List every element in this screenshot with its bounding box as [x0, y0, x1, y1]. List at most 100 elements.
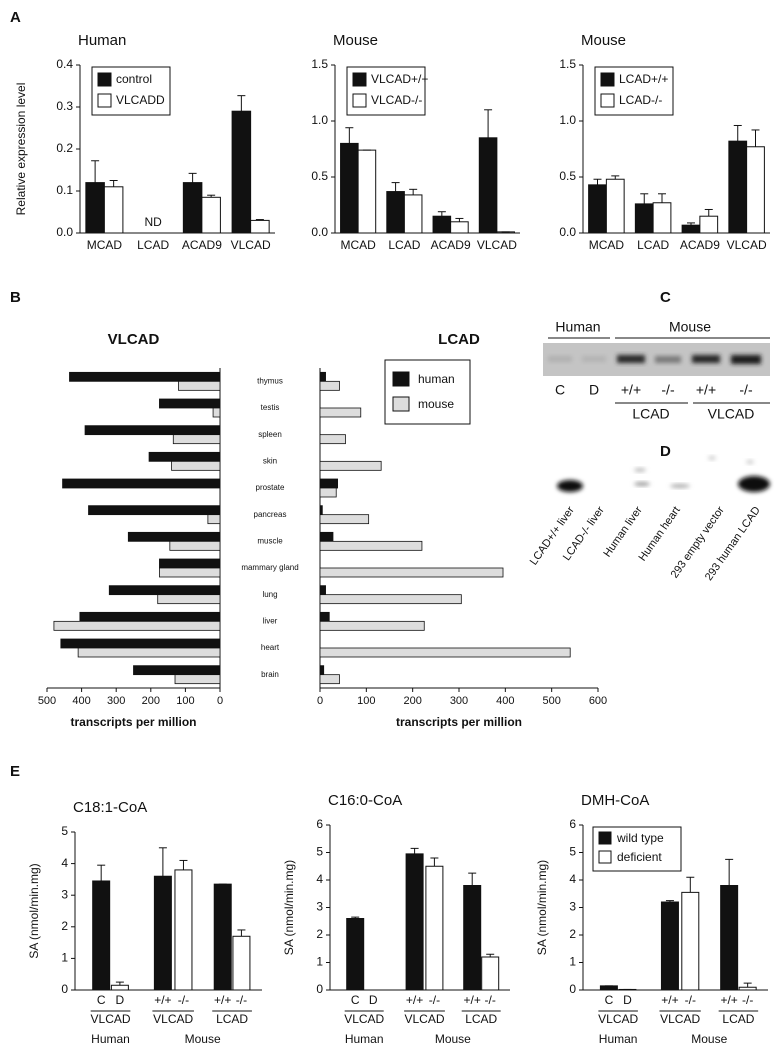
- y-tick-label: 0: [316, 982, 323, 996]
- y-tick-label: 0.3: [56, 99, 73, 113]
- blot-band: [634, 482, 650, 486]
- x-tick-label: MCAD: [87, 238, 123, 252]
- lane-label: -/-: [661, 382, 675, 398]
- y-tick-label: 1: [316, 955, 323, 969]
- bar: [171, 460, 221, 471]
- legend-swatch: [392, 396, 410, 412]
- x-tick-label: 100: [176, 695, 194, 707]
- bar: [481, 956, 500, 991]
- y-tick-label: 0.0: [311, 225, 328, 239]
- bar: [232, 935, 251, 991]
- x-axis-label: transcripts per million: [70, 715, 196, 729]
- bar: [69, 371, 221, 382]
- bar: [319, 531, 334, 542]
- bar: [634, 203, 654, 234]
- bar: [231, 110, 252, 234]
- panel-letter: C: [660, 289, 671, 306]
- x-tick-label: -/-: [236, 993, 247, 1007]
- y-tick-label: 2: [61, 919, 68, 933]
- y-tick-label: 2: [569, 927, 576, 941]
- bar: [738, 986, 757, 991]
- y-axis-label: SA (nmol/min.mg): [27, 863, 41, 958]
- bar: [319, 674, 340, 685]
- blot-d: [557, 456, 770, 492]
- bar: [319, 665, 325, 676]
- bar: [148, 451, 221, 462]
- group-label: VLCAD: [660, 1012, 700, 1026]
- bar: [319, 407, 362, 418]
- x-tick-label: 300: [450, 695, 468, 707]
- bar: [213, 883, 232, 991]
- x-tick-label: 200: [142, 695, 160, 707]
- x-tick-label: 100: [357, 695, 375, 707]
- y-tick-label: 0.5: [559, 169, 576, 183]
- x-tick-label: +/+: [214, 993, 231, 1007]
- x-tick-label: +/+: [720, 993, 737, 1007]
- category-label: pancreas: [254, 510, 287, 519]
- blot-band: [617, 355, 645, 363]
- y-tick-label: 0.0: [559, 225, 576, 239]
- category-label: mammary gland: [241, 563, 298, 572]
- bar: [319, 585, 326, 596]
- group-label: VLCAD: [91, 1012, 131, 1026]
- lane-label: +/+: [621, 382, 641, 398]
- bar: [319, 594, 462, 605]
- y-tick-label: 1: [61, 951, 68, 965]
- chart-title: LCAD: [438, 331, 480, 348]
- bar: [746, 146, 765, 234]
- y-tick-label: 0.2: [56, 141, 73, 155]
- y-tick-label: 3: [569, 900, 576, 914]
- x-tick-label: 0: [217, 695, 223, 707]
- blot-band: [670, 484, 690, 488]
- bar: [319, 478, 339, 489]
- bar: [681, 891, 700, 991]
- x-tick-label: D: [369, 993, 378, 1007]
- annotation: ND: [144, 215, 162, 229]
- group-label: VLCAD: [404, 1012, 444, 1026]
- bar: [159, 558, 221, 569]
- y-tick-label: 0: [61, 982, 68, 996]
- bar: [77, 647, 221, 658]
- bar: [319, 487, 337, 498]
- bar: [159, 398, 221, 409]
- species-label: Human: [91, 1032, 130, 1046]
- bar: [605, 178, 625, 234]
- category-label: liver: [263, 616, 278, 625]
- y-tick-label: 1.5: [311, 57, 328, 71]
- y-tick-label: 3: [61, 887, 68, 901]
- y-tick-label: 2: [316, 927, 323, 941]
- x-tick-label: 400: [496, 695, 514, 707]
- bar: [319, 514, 370, 525]
- y-tick-label: 3: [316, 900, 323, 914]
- legend-label: mouse: [418, 397, 454, 411]
- legend-swatch: [97, 93, 112, 108]
- chart-title: C16:0-CoA: [328, 792, 402, 809]
- bar: [201, 196, 221, 234]
- y-tick-label: 0.5: [311, 169, 328, 183]
- x-tick-label: 200: [403, 695, 421, 707]
- bar: [153, 875, 172, 991]
- bar: [319, 460, 382, 471]
- chart-title: Human: [78, 32, 126, 49]
- blot-band: [557, 480, 583, 492]
- panel-letter: D: [660, 443, 671, 460]
- category-label: muscle: [257, 536, 283, 545]
- y-axis-label: SA (nmol/min.mg): [535, 860, 549, 955]
- legend-swatch: [97, 72, 112, 87]
- category-label: lung: [262, 590, 277, 599]
- group-label: LCAD: [216, 1012, 248, 1026]
- bar: [84, 425, 221, 436]
- legend-label: LCAD+/+: [619, 72, 668, 86]
- y-tick-label: 6: [316, 817, 323, 831]
- x-tick-label: MCAD: [340, 238, 376, 252]
- blot-band: [692, 355, 720, 363]
- bar: [169, 540, 221, 551]
- chart-title: DMH-CoA: [581, 792, 649, 809]
- x-tick-label: +/+: [154, 993, 171, 1007]
- blot-c: [543, 337, 770, 404]
- bar: [108, 585, 221, 596]
- legend-box: [592, 826, 682, 872]
- x-tick-label: +/+: [406, 993, 423, 1007]
- x-axis-label: transcripts per million: [396, 715, 522, 729]
